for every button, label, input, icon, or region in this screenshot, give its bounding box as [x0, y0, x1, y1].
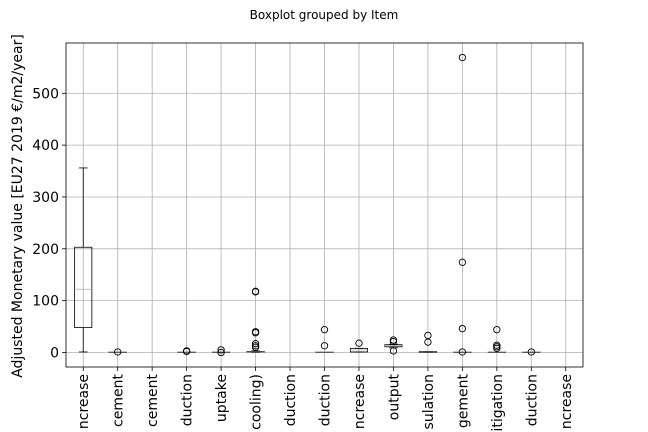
- y-tick-label: 0: [50, 345, 59, 361]
- y-tick-label: 500: [32, 86, 59, 102]
- outlier-point: [320, 326, 329, 334]
- outlier-point: [458, 53, 467, 62]
- outlier-point: [251, 328, 260, 336]
- x-tick-label: duction: [524, 374, 540, 426]
- x-tick-label: ncrease: [76, 374, 92, 429]
- x-tick-label: ncrease: [559, 374, 575, 429]
- outlier-point: [251, 342, 260, 350]
- outlier-point: [355, 339, 363, 347]
- x-tick-label: duction: [283, 374, 299, 426]
- outlier-point: [320, 342, 329, 350]
- y-tick-label: 100: [32, 294, 59, 310]
- outlier-point: [217, 346, 225, 354]
- x-tick-label: output: [386, 374, 402, 421]
- outlier-point: [182, 347, 191, 355]
- outlier-point: [114, 348, 122, 356]
- y-axis-label: Adjusted Monetary value [EU27 2019 €/m2/…: [10, 34, 26, 378]
- outlier-point: [424, 331, 432, 340]
- x-tick-label: itigation: [490, 374, 506, 432]
- outlier-point: [458, 348, 467, 356]
- outlier-point: [389, 336, 398, 344]
- outlier-point: [458, 324, 467, 333]
- y-tick-label: 200: [32, 242, 59, 258]
- outlier-point: [389, 347, 398, 355]
- chart-suptitle: Boxplot grouped by Item: [250, 8, 399, 22]
- outlier-point: [527, 348, 535, 356]
- x-tick-label: duction: [180, 374, 196, 426]
- x-tick-label: gement: [455, 374, 471, 429]
- box-body: [74, 246, 93, 329]
- x-tick-label: duction: [318, 374, 334, 426]
- x-tick-label: uptake: [214, 374, 230, 422]
- outlier-point: [493, 341, 501, 349]
- y-tick-label: 300: [32, 190, 59, 206]
- x-tick-label: cement: [145, 374, 161, 427]
- x-tick-label: cooling): [249, 374, 265, 430]
- outlier-point: [458, 258, 467, 266]
- x-tick-label: sulation: [421, 374, 437, 429]
- outlier-point: [217, 348, 225, 357]
- y-tick-label: 400: [32, 138, 59, 154]
- outlier-point: [493, 326, 501, 334]
- outlier-point: [251, 287, 260, 295]
- x-tick-label: ncrease: [352, 374, 368, 429]
- x-tick-label: cement: [111, 374, 127, 427]
- outlier-point: [251, 340, 260, 348]
